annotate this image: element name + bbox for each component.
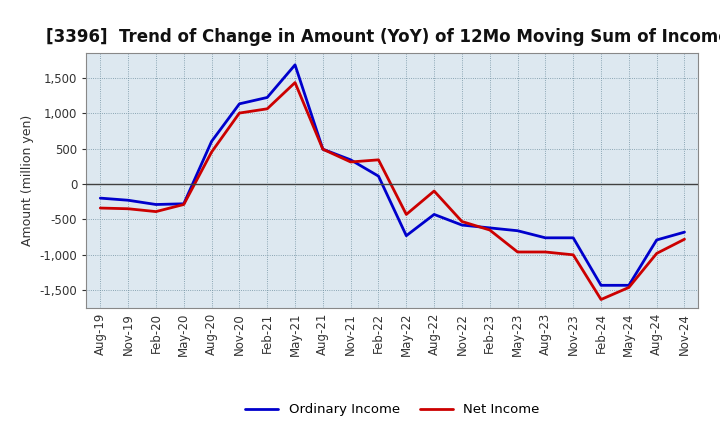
Net Income (569, 252, 577, 257)
Ordinary Income (652, 237, 661, 242)
Ordinary Income (541, 235, 550, 241)
Ordinary Income (152, 202, 161, 207)
Net Income (485, 227, 494, 233)
Net Income (235, 110, 243, 116)
Net Income (152, 209, 161, 214)
Net Income (179, 202, 188, 207)
Ordinary Income (263, 95, 271, 100)
Net Income (402, 212, 410, 217)
Line: Net Income: Net Income (100, 83, 685, 300)
Net Income (541, 249, 550, 255)
Net Income (652, 251, 661, 256)
Ordinary Income (624, 282, 633, 288)
Ordinary Income (597, 282, 606, 288)
Net Income (346, 159, 355, 165)
Ordinary Income (569, 235, 577, 241)
Ordinary Income (207, 139, 216, 144)
Legend: Ordinary Income, Net Income: Ordinary Income, Net Income (238, 396, 546, 422)
Net Income (458, 219, 467, 224)
Ordinary Income (291, 62, 300, 67)
Net Income (318, 147, 327, 152)
Net Income (263, 106, 271, 111)
Net Income (374, 157, 383, 162)
Ordinary Income (318, 147, 327, 152)
Ordinary Income (458, 223, 467, 228)
Net Income (291, 80, 300, 85)
Ordinary Income (374, 173, 383, 179)
Net Income (207, 150, 216, 155)
Ordinary Income (680, 230, 689, 235)
Ordinary Income (346, 157, 355, 162)
Net Income (430, 188, 438, 194)
Net Income (96, 205, 104, 211)
Ordinary Income (124, 198, 132, 203)
Ordinary Income (513, 228, 522, 233)
Title: [3396]  Trend of Change in Amount (YoY) of 12Mo Moving Sum of Incomes: [3396] Trend of Change in Amount (YoY) o… (45, 28, 720, 46)
Net Income (680, 237, 689, 242)
Ordinary Income (402, 233, 410, 238)
Y-axis label: Amount (million yen): Amount (million yen) (21, 115, 34, 246)
Ordinary Income (430, 212, 438, 217)
Ordinary Income (485, 225, 494, 231)
Net Income (597, 297, 606, 302)
Ordinary Income (96, 195, 104, 201)
Net Income (124, 206, 132, 211)
Line: Ordinary Income: Ordinary Income (100, 65, 685, 285)
Net Income (624, 285, 633, 290)
Ordinary Income (235, 101, 243, 106)
Net Income (513, 249, 522, 255)
Ordinary Income (179, 201, 188, 206)
